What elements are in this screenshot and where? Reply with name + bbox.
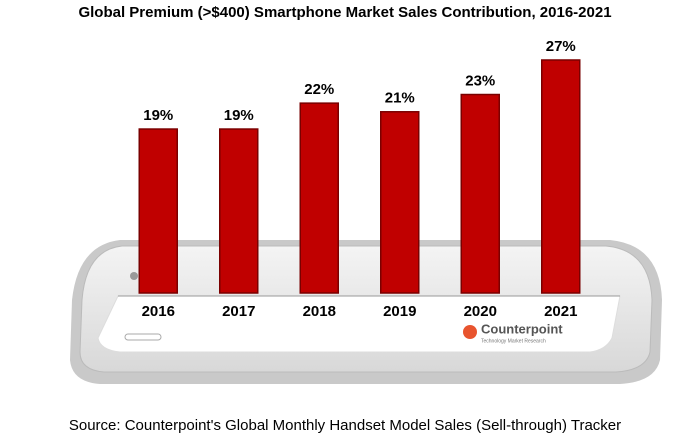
x-tick-label: 2016 [142,303,175,320]
bar [219,128,259,294]
bar [541,59,581,294]
data-label: 23% [465,72,495,89]
x-tick-label: 2020 [464,303,497,320]
data-label: 22% [304,81,334,98]
source: Source: Counterpoint's Global Monthly Ha… [69,417,621,434]
data-label: 27% [546,38,576,55]
x-tick-label: 2017 [222,303,255,320]
data-label: 21% [385,90,415,107]
data-label: 19% [143,107,173,124]
logo-name: Counterpoint [481,321,563,336]
x-tick-label: 2021 [544,303,577,320]
bar [460,93,500,294]
bar [299,102,339,294]
logo: Counterpoint Technology Market Research [463,321,563,344]
x-tick-label: 2019 [383,303,416,320]
data-label: 19% [224,107,254,124]
chart-title: Global Premium (>$400) Smartphone Market… [78,4,611,21]
bar [138,128,178,294]
bar [380,111,420,294]
x-tick-label: 2018 [303,303,336,320]
logo-icon [463,325,477,339]
logo-tagline: Technology Market Research [481,338,546,344]
